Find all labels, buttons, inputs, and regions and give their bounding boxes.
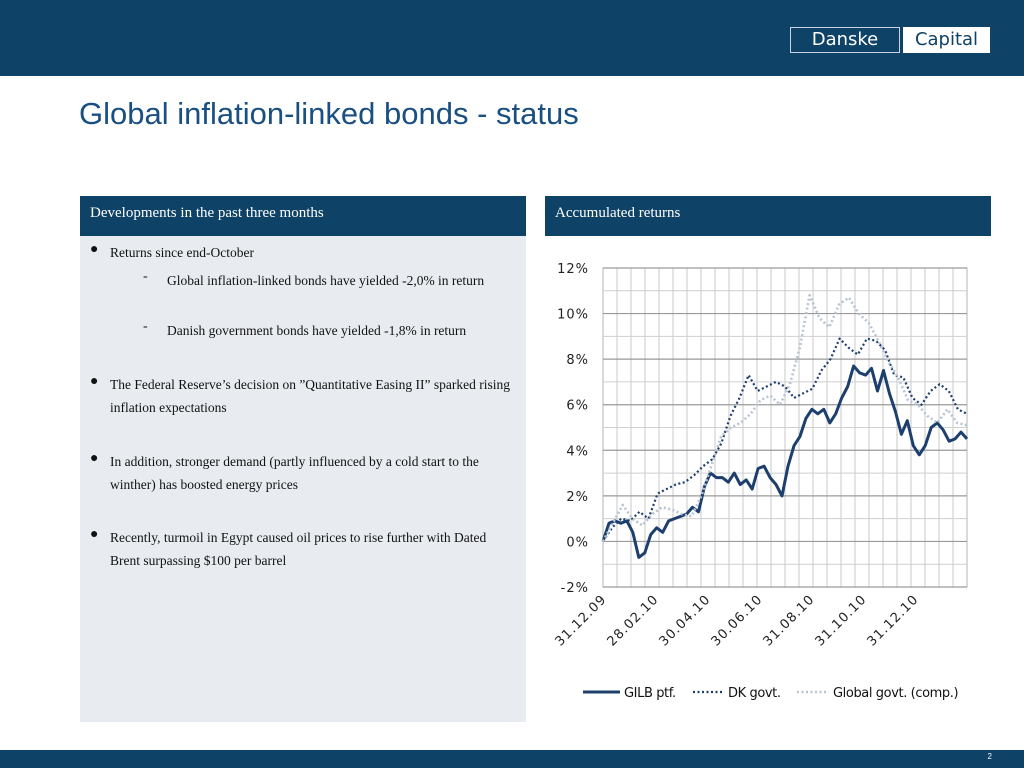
- bullet-text: In addition, stronger demand (partly inf…: [110, 454, 479, 492]
- bullet-icon: ●: [90, 242, 99, 257]
- x-tick-label: 31.10.10: [813, 592, 870, 649]
- y-tick-label: 0%: [566, 535, 589, 550]
- x-tick-label: 31.08.10: [761, 592, 818, 649]
- x-tick-label: 31.12.09: [553, 592, 610, 649]
- bullet-text: Returns since end-October: [110, 245, 254, 260]
- bullet-icon: ●: [90, 374, 99, 389]
- y-tick-label: 8%: [566, 353, 589, 368]
- y-tick-label: 4%: [566, 444, 589, 459]
- y-tick-label: 6%: [566, 399, 589, 414]
- x-tick-label: 30.06.10: [709, 592, 766, 649]
- developments-panel-heading: Developments in the past three months: [80, 196, 526, 236]
- top-banner: Danske Capital: [0, 0, 1024, 76]
- gilb-series-line: [601, 364, 969, 559]
- y-tick-label: 2%: [566, 490, 589, 505]
- legend-gilb-label: GILB ptf.: [624, 686, 676, 701]
- sub-bullet-text: Danish government bonds have yielded -1,…: [167, 323, 467, 338]
- bullet-icon: ●: [90, 451, 99, 466]
- y-tick-label: 12%: [557, 262, 589, 277]
- global-govt-series-line: [601, 293, 968, 543]
- x-tick-label: 31.12.10: [865, 592, 922, 649]
- dash-icon: -: [143, 269, 148, 284]
- sub-bullet-text: Global inflation-linked bonds have yield…: [167, 273, 485, 288]
- danske-capital-logo: Danske Capital: [790, 27, 990, 53]
- bullet-icon: ●: [90, 527, 99, 542]
- plot-area: [602, 267, 968, 588]
- accumulated-returns-heading: Accumulated returns: [545, 196, 991, 236]
- bullet-text: Recently, turmoil in Egypt caused oil pr…: [110, 530, 487, 568]
- legend-global-govt-label: Global govt. (comp.): [833, 686, 958, 701]
- page-number: 2: [987, 752, 992, 761]
- logo-danske-text: Danske: [790, 27, 900, 53]
- y-tick-label: -2%: [561, 581, 589, 596]
- bottom-banner: 2: [0, 750, 1024, 768]
- y-tick-label: 10%: [557, 308, 589, 323]
- dk-govt-series-line: [602, 337, 968, 543]
- x-tick-label: 30.04.10: [657, 592, 714, 649]
- slide-title: Global inflation-linked bonds - status: [79, 96, 579, 131]
- dash-icon: -: [143, 319, 148, 334]
- x-tick-label: 28.02.10: [605, 592, 662, 649]
- legend-dk-govt-label: DK govt.: [728, 686, 781, 701]
- developments-panel-body: ● Returns since end-October - Global inf…: [80, 236, 526, 722]
- logo-capital-text: Capital: [903, 27, 990, 53]
- bullet-text: The Federal Reserve’s decision on ”Quant…: [110, 377, 510, 415]
